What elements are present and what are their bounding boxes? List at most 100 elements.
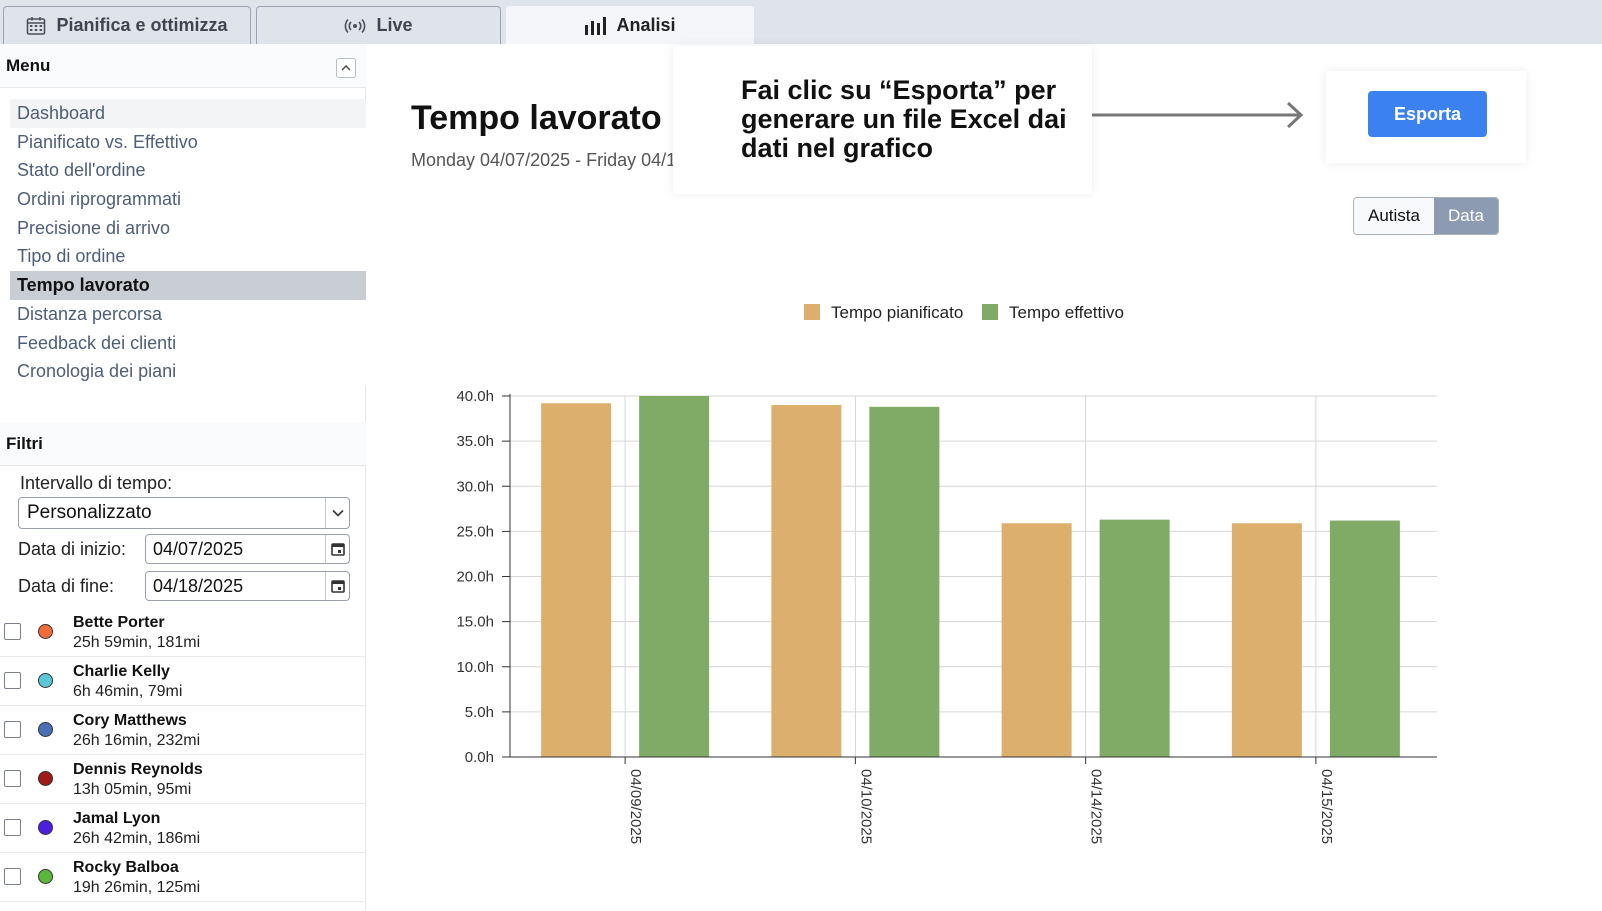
- tooltip-callout: Fai clic su “Esporta” per generare un fi…: [673, 46, 1092, 194]
- y-tick-label: 25.0h: [456, 523, 494, 540]
- date-range: Monday 04/07/2025 - Friday 04/18/2025: [411, 150, 732, 170]
- menu-item-tipo-ordine[interactable]: Tipo di ordine: [10, 242, 366, 272]
- driver-color-dot: [38, 722, 53, 737]
- driver-row: Jamal Lyon 26h 42min, 186mi: [0, 804, 366, 853]
- top-tab-bar: Pianifica e ottimizza Live Analisi: [0, 0, 1602, 44]
- start-date-value: 04/07/2025: [153, 539, 244, 559]
- driver-summary: 26h 42min, 186mi: [73, 830, 201, 847]
- driver-summary: 6h 46min, 79mi: [73, 683, 183, 700]
- toggle-data[interactable]: Data: [1433, 198, 1498, 234]
- calendar-icon[interactable]: [325, 535, 349, 563]
- driver-summary: 13h 05min, 95mi: [73, 781, 192, 798]
- driver-color-dot: [38, 673, 53, 688]
- menu-item-ordini-riprogrammati[interactable]: Ordini riprogrammati: [10, 185, 366, 214]
- time-range-value: Personalizzato: [27, 502, 152, 523]
- driver-summary: 25h 59min, 181mi: [73, 634, 201, 651]
- bar: [1099, 519, 1170, 757]
- bar: [869, 406, 940, 757]
- sidebar: Menu Dashboard Pianificato vs. Effettivo…: [0, 44, 366, 911]
- driver-color-dot: [38, 820, 53, 835]
- chevron-down-icon: [325, 498, 349, 528]
- menu-item-pianificato-vs-effettivo[interactable]: Pianificato vs. Effettivo: [10, 127, 366, 157]
- x-tick-label: 04/15/2025: [1318, 769, 1335, 844]
- start-date-label: Data di inizio:: [18, 539, 127, 559]
- time-range-select[interactable]: Personalizzato: [18, 497, 350, 529]
- menu-header: Menu: [0, 44, 366, 88]
- driver-checkbox[interactable]: [4, 770, 21, 787]
- worked-time-chart: 0.0h 5.0h 10.0h 15.0h 20.0h 25.0h 30.0h 35.0h 40…: [456, 303, 1437, 844]
- bar-chart-icon: [584, 16, 607, 35]
- arrow-icon: [1092, 101, 1304, 129]
- legend-swatch: [982, 304, 998, 320]
- legend-label: Tempo effettivo: [1009, 303, 1124, 322]
- menu-item-tempo-lavorato[interactable]: Tempo lavorato: [10, 271, 366, 300]
- x-tick-label: 04/09/2025: [627, 769, 644, 844]
- end-date-field[interactable]: 04/18/2025: [145, 571, 350, 601]
- driver-row: Rocky Balboa 19h 26min, 125mi: [0, 853, 366, 902]
- toggle-autista[interactable]: Autista: [1354, 198, 1434, 234]
- menu-item-stato-ordine[interactable]: Stato dell'ordine: [10, 156, 366, 186]
- end-date-label: Data di fine:: [18, 576, 115, 596]
- tab-label: Analisi: [616, 15, 676, 35]
- driver-row: Bette Porter 25h 59min, 181mi: [0, 608, 366, 657]
- driver-checkbox[interactable]: [4, 819, 21, 836]
- page-title: Tempo lavorato: [411, 99, 662, 137]
- y-tick-label: 10.0h: [456, 659, 494, 676]
- y-tick-label: 5.0h: [465, 704, 494, 721]
- driver-checkbox[interactable]: [4, 868, 21, 885]
- legend-label: Tempo pianificato: [831, 303, 963, 322]
- x-tick-label: 04/14/2025: [1088, 769, 1105, 844]
- y-tick-label: 20.0h: [456, 569, 494, 586]
- chevron-up-icon: [341, 62, 351, 74]
- view-toggle: Autista Data: [1353, 197, 1499, 235]
- tab-pianifica[interactable]: Pianifica e ottimizza: [3, 6, 251, 44]
- bar: [771, 405, 842, 757]
- bar: [639, 396, 710, 757]
- driver-row: Charlie Kelly 6h 46min, 79mi: [0, 657, 366, 706]
- driver-checkbox[interactable]: [4, 721, 21, 738]
- driver-row: Dennis Reynolds 13h 05min, 95mi: [0, 755, 366, 804]
- tab-analisi[interactable]: Analisi: [506, 6, 754, 44]
- tab-label: Pianifica e ottimizza: [56, 15, 228, 35]
- start-date-field[interactable]: 04/07/2025: [145, 534, 350, 564]
- driver-name: Rocky Balboa: [73, 859, 179, 876]
- driver-row: Cory Matthews 26h 16min, 232mi: [0, 706, 366, 755]
- end-date-value: 04/18/2025: [153, 576, 244, 596]
- filters-title: Filtri: [6, 434, 43, 453]
- driver-checkbox[interactable]: [4, 672, 21, 689]
- callout-text: Fai clic su “Esporta” per generare un fi…: [741, 75, 1067, 163]
- driver-color-dot: [38, 771, 53, 786]
- driver-name: Jamal Lyon: [73, 810, 161, 827]
- tab-live[interactable]: Live: [256, 6, 501, 44]
- menu-item-dashboard[interactable]: Dashboard: [10, 99, 366, 128]
- x-tick-label: 04/10/2025: [857, 769, 874, 844]
- menu-item-cronologia-piani[interactable]: Cronologia dei piani: [10, 357, 366, 386]
- driver-name: Bette Porter: [73, 614, 165, 631]
- driver-name: Charlie Kelly: [73, 663, 170, 680]
- menu-item-precisione-arrivo[interactable]: Precisione di arrivo: [10, 213, 366, 243]
- export-button[interactable]: Esporta: [1368, 91, 1487, 137]
- bar: [1001, 523, 1072, 757]
- y-tick-label: 15.0h: [456, 614, 494, 631]
- filters-header: Filtri: [0, 422, 366, 466]
- y-tick-label: 30.0h: [456, 478, 494, 495]
- calendar-icon[interactable]: [325, 572, 349, 600]
- collapse-menu-button[interactable]: [336, 58, 356, 78]
- y-tick-label: 0.0h: [465, 749, 494, 766]
- tab-label: Live: [376, 15, 413, 35]
- broadcast-icon: [344, 18, 366, 34]
- bar: [1329, 520, 1400, 757]
- driver-checkbox[interactable]: [4, 623, 21, 640]
- menu-list: Dashboard Pianificato vs. Effettivo Stat…: [10, 99, 366, 386]
- menu-title: Menu: [6, 56, 51, 75]
- driver-summary: 26h 16min, 232mi: [73, 732, 201, 749]
- driver-summary: 19h 26min, 125mi: [73, 879, 201, 896]
- y-tick-label: 35.0h: [456, 433, 494, 450]
- driver-color-dot: [38, 624, 53, 639]
- menu-item-feedback-clienti[interactable]: Feedback dei clienti: [10, 328, 366, 358]
- export-box: Esporta: [1326, 71, 1526, 163]
- main-content: Tempo lavorato Monday 04/07/2025 - Frida…: [366, 44, 1602, 911]
- bar: [1231, 523, 1302, 757]
- menu-item-distanza-percorsa[interactable]: Distanza percorsa: [10, 299, 366, 329]
- driver-name: Dennis Reynolds: [73, 761, 203, 778]
